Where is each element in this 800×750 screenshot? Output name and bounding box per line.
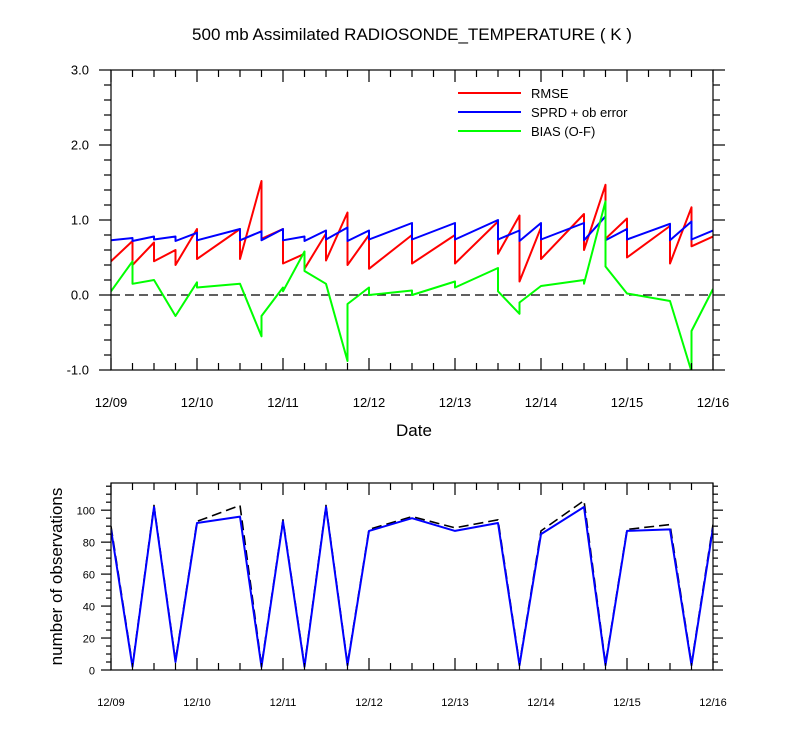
y-tick-label: 40 bbox=[83, 602, 95, 614]
y-tick-label: 0.0 bbox=[71, 288, 89, 303]
x-tick-label: 12/11 bbox=[267, 395, 299, 410]
x-tick-label: 12/14 bbox=[527, 697, 555, 709]
legend-label: RMSE bbox=[531, 86, 569, 101]
top-series-group bbox=[111, 180, 713, 370]
series-line-dashed-0 bbox=[111, 499, 713, 666]
legend-label: BIAS (O-F) bbox=[531, 124, 595, 139]
y-tick-label: 60 bbox=[83, 570, 95, 582]
bottom-y-axis-title: number of observations bbox=[47, 488, 66, 666]
legend: RMSE SPRD + ob error BIAS (O-F) bbox=[458, 86, 628, 139]
top-tick-labels: 12/09 12/10 12/11 12/12 12/13 12/14 12/15 12/16… bbox=[67, 63, 730, 411]
x-tick-label: 12/09 bbox=[95, 395, 128, 410]
x-tick-label: 12/15 bbox=[611, 395, 644, 410]
bottom-plot: 12/09 12/10 12/11 12/12 12/13 12/14 12/15 12/16… bbox=[47, 482, 727, 709]
x-tick-label: 12/09 bbox=[97, 697, 125, 709]
x-tick-label: 12/16 bbox=[697, 395, 730, 410]
top-x-axis-title: Date bbox=[396, 421, 432, 440]
bottom-tick-labels: 12/09 12/10 12/11 12/12 12/13 12/14 12/15 12/16… bbox=[77, 506, 727, 709]
x-tick-label: 12/13 bbox=[439, 395, 472, 410]
y-tick-label: 3.0 bbox=[71, 63, 89, 78]
series-line-solid-1 bbox=[111, 506, 713, 668]
series-line-bias-o-f bbox=[111, 200, 713, 370]
legend-label: SPRD + ob error bbox=[531, 105, 628, 120]
x-tick-label: 12/14 bbox=[525, 395, 558, 410]
y-tick-label: 2.0 bbox=[71, 138, 89, 153]
x-tick-label: 12/10 bbox=[183, 697, 211, 709]
x-tick-label: 12/16 bbox=[699, 697, 727, 709]
y-tick-label: 0 bbox=[89, 666, 95, 678]
bottom-series-group bbox=[111, 499, 713, 668]
y-tick-label: 80 bbox=[83, 538, 95, 550]
series-line-sprd-ob-error bbox=[111, 215, 713, 242]
x-tick-label: 12/10 bbox=[181, 395, 214, 410]
y-tick-label: 1.0 bbox=[71, 213, 89, 228]
x-tick-label: 12/12 bbox=[355, 697, 383, 709]
x-tick-label: 12/15 bbox=[613, 697, 641, 709]
bottom-ticks bbox=[101, 483, 723, 671]
top-plot: 12/09 12/10 12/11 12/12 12/13 12/14 12/15 12/16… bbox=[67, 63, 730, 441]
top-plot-frame bbox=[110, 69, 714, 371]
y-tick-label: -1.0 bbox=[67, 363, 89, 378]
y-tick-label: 20 bbox=[83, 634, 95, 646]
chart-title: 500 mb Assimilated RADIOSONDE_TEMPERATUR… bbox=[192, 25, 632, 44]
x-tick-label: 12/12 bbox=[353, 395, 386, 410]
bottom-plot-frame bbox=[110, 482, 714, 671]
x-tick-label: 12/13 bbox=[441, 697, 469, 709]
x-tick-label: 12/11 bbox=[270, 697, 297, 709]
y-tick-label: 100 bbox=[77, 506, 95, 518]
top-ticks bbox=[99, 69, 725, 371]
